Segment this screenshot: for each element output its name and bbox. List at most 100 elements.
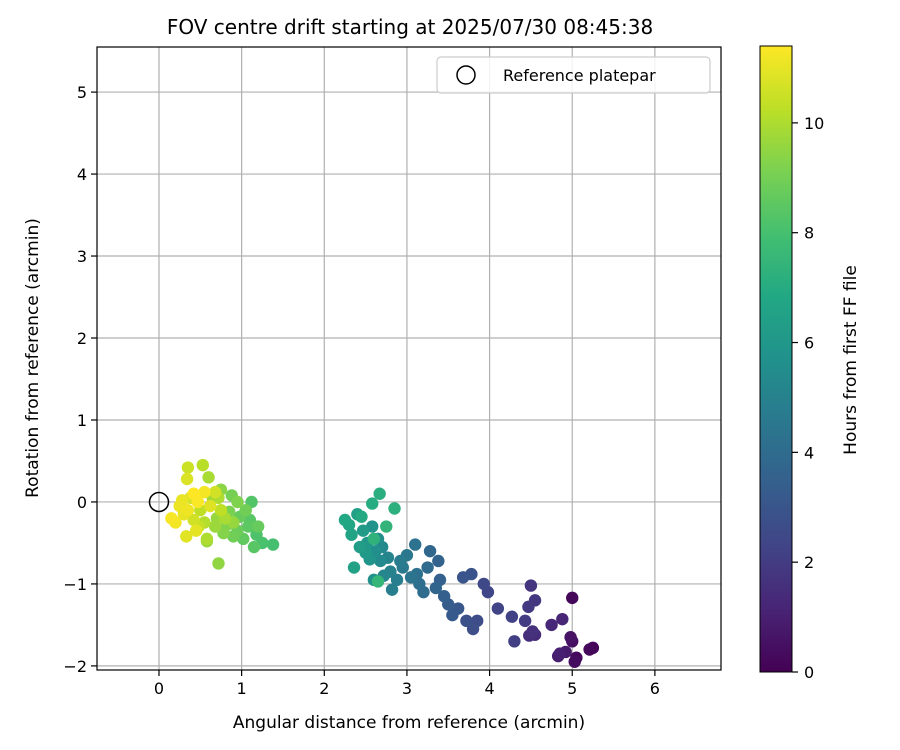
y-tick-label: 5 <box>77 83 87 102</box>
data-point <box>208 520 222 533</box>
data-point <box>380 520 393 533</box>
data-point <box>553 647 567 660</box>
data-point <box>204 499 217 513</box>
data-point <box>568 655 581 669</box>
data-point <box>239 503 252 517</box>
y-tick-label: −1 <box>63 575 87 594</box>
data-point <box>347 561 361 574</box>
reference-marker-group <box>148 491 170 513</box>
colorbar-ticks: 0 2 4 6 8 10 <box>792 114 824 682</box>
legend-entry-label: Reference platepar <box>503 66 656 85</box>
data-point <box>196 458 209 472</box>
y-tick-label: 4 <box>77 165 87 184</box>
data-point <box>437 590 451 603</box>
data-point <box>505 610 519 623</box>
colorbar-tick-label: 2 <box>804 553 814 572</box>
data-point <box>231 495 244 509</box>
x-tick-label: 3 <box>402 679 412 698</box>
data-point <box>413 577 426 591</box>
data-point <box>508 635 521 648</box>
data-point <box>187 513 200 527</box>
data-point <box>566 591 579 605</box>
data-point <box>366 497 379 510</box>
data-point <box>165 512 178 525</box>
data-point <box>373 487 386 500</box>
data-point <box>522 600 535 614</box>
legend: Reference platepar <box>436 56 711 94</box>
data-point <box>385 583 399 596</box>
plot-frame <box>96 46 722 671</box>
data-point <box>408 538 422 551</box>
data-point <box>242 520 255 533</box>
data-point <box>247 540 261 554</box>
chart-title: FOV centre drift starting at 2025/07/30 … <box>167 15 653 39</box>
data-point <box>460 614 473 628</box>
data-points <box>165 458 600 669</box>
data-point <box>356 524 370 537</box>
data-point <box>526 625 539 638</box>
colorbar-tick-label: 8 <box>804 224 814 243</box>
x-axis-label: Angular distance from reference (arcmin) <box>233 713 585 733</box>
data-point <box>432 554 445 568</box>
data-point <box>404 571 418 584</box>
data-point <box>583 643 596 656</box>
data-point <box>202 471 215 484</box>
y-axis-label: Rotation from reference (arcmin) <box>23 218 43 498</box>
data-point <box>367 532 381 546</box>
data-point <box>371 575 385 588</box>
data-point <box>208 485 222 499</box>
data-point <box>181 461 195 474</box>
y-axis-ticks: −2 −1 0 1 2 3 4 5 <box>63 83 97 676</box>
data-point <box>355 510 368 523</box>
data-point <box>214 503 228 517</box>
data-point <box>446 608 459 622</box>
data-point <box>394 554 407 568</box>
data-point <box>388 502 401 515</box>
data-point <box>456 571 470 584</box>
data-point <box>545 618 558 632</box>
data-point <box>217 526 230 540</box>
data-point <box>491 602 505 615</box>
x-tick-label: 4 <box>484 679 494 698</box>
y-tick-label: −2 <box>63 657 87 676</box>
data-point <box>423 544 437 558</box>
data-point <box>374 554 387 568</box>
data-point <box>189 524 203 537</box>
y-tick-label: 3 <box>77 247 87 266</box>
data-point <box>180 472 194 486</box>
data-point <box>556 612 569 626</box>
y-tick-label: 1 <box>77 411 87 430</box>
data-point <box>345 528 358 541</box>
data-point <box>564 631 577 644</box>
x-tick-label: 2 <box>319 679 329 698</box>
x-axis-ticks: 0 1 2 3 4 5 6 <box>154 670 660 698</box>
data-point <box>181 503 195 517</box>
x-tick-label: 0 <box>154 679 164 698</box>
data-point <box>200 532 214 546</box>
legend-box <box>436 56 711 94</box>
data-point <box>266 538 280 551</box>
x-tick-label: 6 <box>650 679 660 698</box>
data-point <box>227 530 240 543</box>
data-point <box>353 540 367 554</box>
data-point <box>187 487 200 500</box>
colorbar-tick-label: 10 <box>804 114 824 133</box>
data-point <box>338 513 352 527</box>
data-point <box>524 579 538 592</box>
data-point <box>212 557 225 570</box>
x-tick-label: 1 <box>237 679 247 698</box>
data-point <box>251 520 265 533</box>
data-point <box>429 581 443 595</box>
data-point <box>198 485 211 499</box>
data-point <box>421 561 434 574</box>
colorbar <box>759 45 793 673</box>
colorbar-tick-label: 6 <box>804 334 814 353</box>
data-point <box>477 577 490 591</box>
x-tick-label: 5 <box>567 679 577 698</box>
y-tick-label: 2 <box>77 329 87 348</box>
y-tick-label: 0 <box>77 493 87 512</box>
data-point <box>180 530 193 543</box>
legend-reference-marker <box>456 65 476 85</box>
